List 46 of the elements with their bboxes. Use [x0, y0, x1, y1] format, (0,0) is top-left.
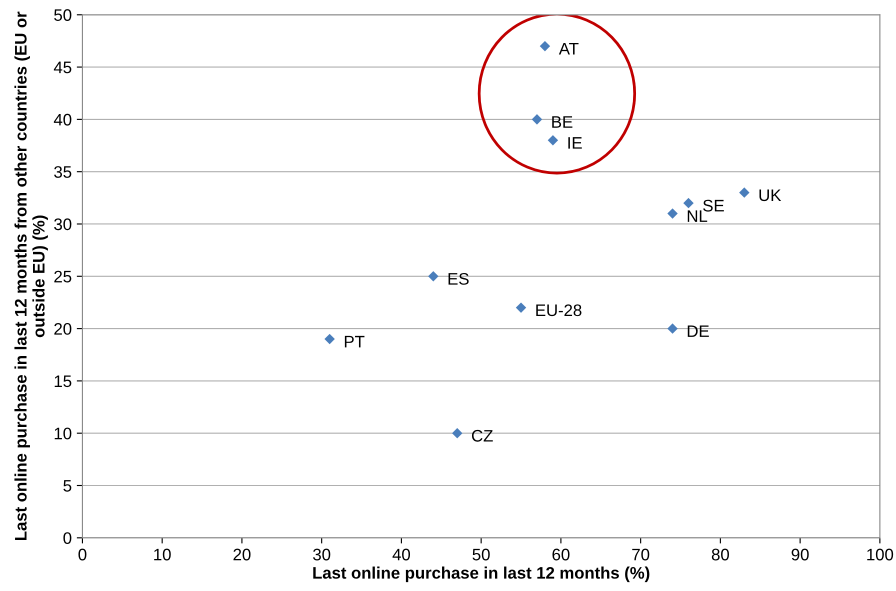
point [516, 302, 526, 313]
annotation: SE [703, 200, 724, 212]
x-axis-title: Last online purchase in last 12 months (%) [313, 566, 650, 582]
y-tick-label: 25 [54, 270, 72, 282]
point [667, 208, 678, 219]
x-tick-label: 60 [552, 548, 570, 560]
x-tick-label: 50 [472, 548, 490, 560]
annotation: UK [759, 189, 782, 202]
annotation: CZ [472, 430, 493, 442]
y-tick-label: 30 [54, 218, 72, 230]
x-tick-label: 80 [712, 548, 729, 560]
point [739, 187, 750, 198]
point [532, 114, 542, 125]
annotation: PT [344, 336, 364, 348]
y-tick-label: 10 [54, 428, 72, 440]
annotation: IE [568, 137, 582, 149]
annotation: AT [558, 43, 579, 54]
point [683, 198, 694, 208]
y-axis-title: Last online purchase in last 12 months from other countries (EU or outside EU) (%) [14, 12, 48, 540]
x-tick-label: 40 [392, 548, 410, 560]
y-tick-label: 50 [54, 9, 72, 21]
x-tick-label: 70 [632, 548, 650, 560]
x-tick-label: 100 [867, 548, 894, 560]
y-tick-label: 20 [54, 322, 72, 335]
annotation: DE [688, 325, 709, 337]
annotation: NL [688, 210, 708, 222]
point [324, 334, 335, 344]
point [667, 323, 678, 334]
point [428, 271, 438, 282]
x-tick-label: 30 [313, 548, 330, 560]
point [452, 428, 462, 438]
annotation: EU-28 [536, 304, 582, 316]
y-tick-label: 40 [54, 114, 72, 126]
point [548, 135, 558, 146]
y-tick-label: 15 [54, 375, 72, 388]
y-tick-label: 35 [54, 166, 72, 178]
x-tick-label: 0 [78, 548, 86, 560]
x-tick-label: 20 [233, 548, 251, 560]
annotation: ES [448, 272, 469, 285]
y-tick-label: 45 [54, 62, 72, 74]
point [540, 40, 550, 52]
x-tick-label: 90 [792, 548, 809, 560]
y-tick-label: 0 [63, 532, 72, 544]
annotation: BE [552, 116, 572, 128]
x-tick-label: 10 [154, 548, 171, 560]
y-tick-label: 5 [63, 480, 72, 492]
